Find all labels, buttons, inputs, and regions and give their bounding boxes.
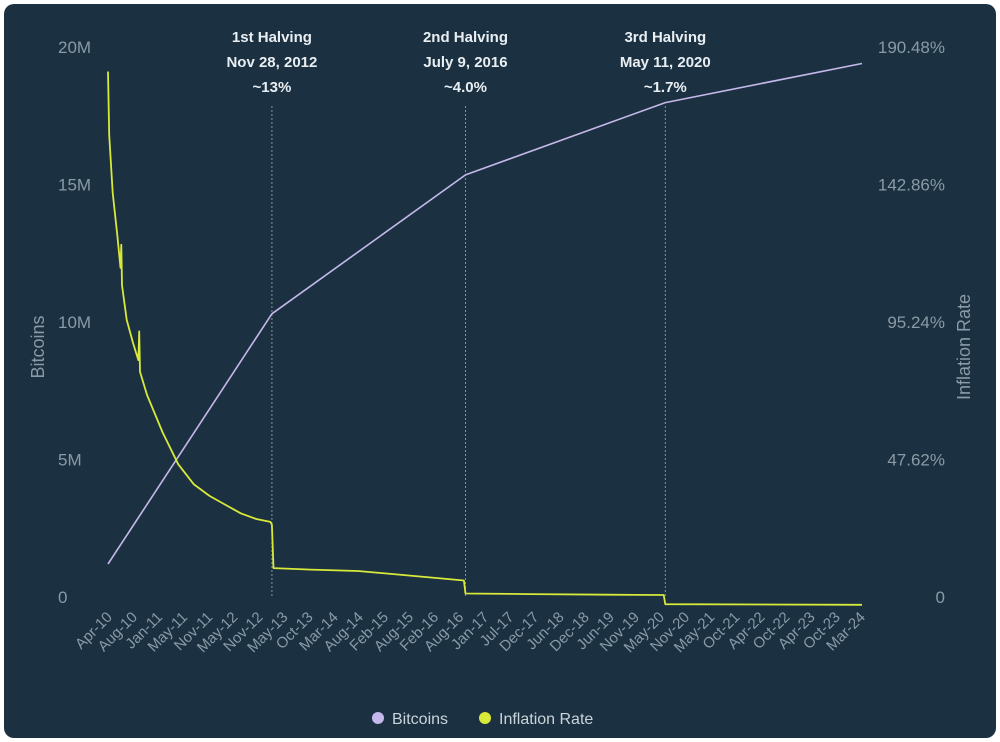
- right-y-axis: 0 47.62% 95.24% 142.86% 190.48%: [878, 38, 945, 607]
- halving-label: 1st Halving: [232, 29, 312, 46]
- legend-label-bitcoins: Bitcoins: [392, 711, 448, 728]
- left-tick-label: 0: [58, 588, 67, 607]
- halving-label: ~1.7%: [644, 79, 687, 96]
- right-tick-label: 0: [936, 588, 945, 607]
- legend: Bitcoins Inflation Rate: [372, 711, 593, 728]
- series-line-bitcoins: [107, 62, 863, 565]
- right-tick-label: 47.62%: [887, 451, 945, 470]
- right-tick-label: 142.86%: [878, 176, 945, 195]
- left-tick-label: 20M: [58, 38, 91, 57]
- halving-markers: 1st Halving Nov 28, 2012 ~13% 2nd Halving Ju…: [226, 29, 711, 598]
- left-tick-label: 10M: [58, 313, 91, 332]
- series-group: [107, 62, 863, 606]
- halving-label: July 9, 2016: [423, 54, 507, 71]
- left-y-axis: 0 5M 10M 15M 20M: [58, 38, 91, 607]
- halving-label: Nov 28, 2012: [226, 54, 317, 71]
- halving-label: May 11, 2020: [620, 54, 711, 71]
- halving-label: ~13%: [253, 79, 292, 96]
- left-y-axis-label: Bitcoins: [28, 315, 48, 378]
- right-y-axis-label: Inflation Rate: [954, 294, 974, 400]
- chart-card: [4, 4, 996, 738]
- legend-label-inflation-rate: Inflation Rate: [499, 711, 593, 728]
- halving-label: 2nd Halving: [423, 29, 508, 46]
- halving-label: ~4.0%: [444, 79, 487, 96]
- right-tick-label: 190.48%: [878, 38, 945, 57]
- left-tick-label: 15M: [58, 176, 91, 195]
- legend-swatch-inflation: [479, 712, 491, 724]
- right-tick-label: 95.24%: [887, 313, 945, 332]
- left-tick-label: 5M: [58, 451, 82, 470]
- series-line-inflation-rate: [107, 71, 863, 606]
- x-axis: Apr-10Aug-10Jan-11May-11Nov-11May-12Nov-…: [72, 609, 869, 656]
- halving-label: 3rd Halving: [624, 29, 706, 46]
- legend-swatch-bitcoins: [372, 712, 384, 724]
